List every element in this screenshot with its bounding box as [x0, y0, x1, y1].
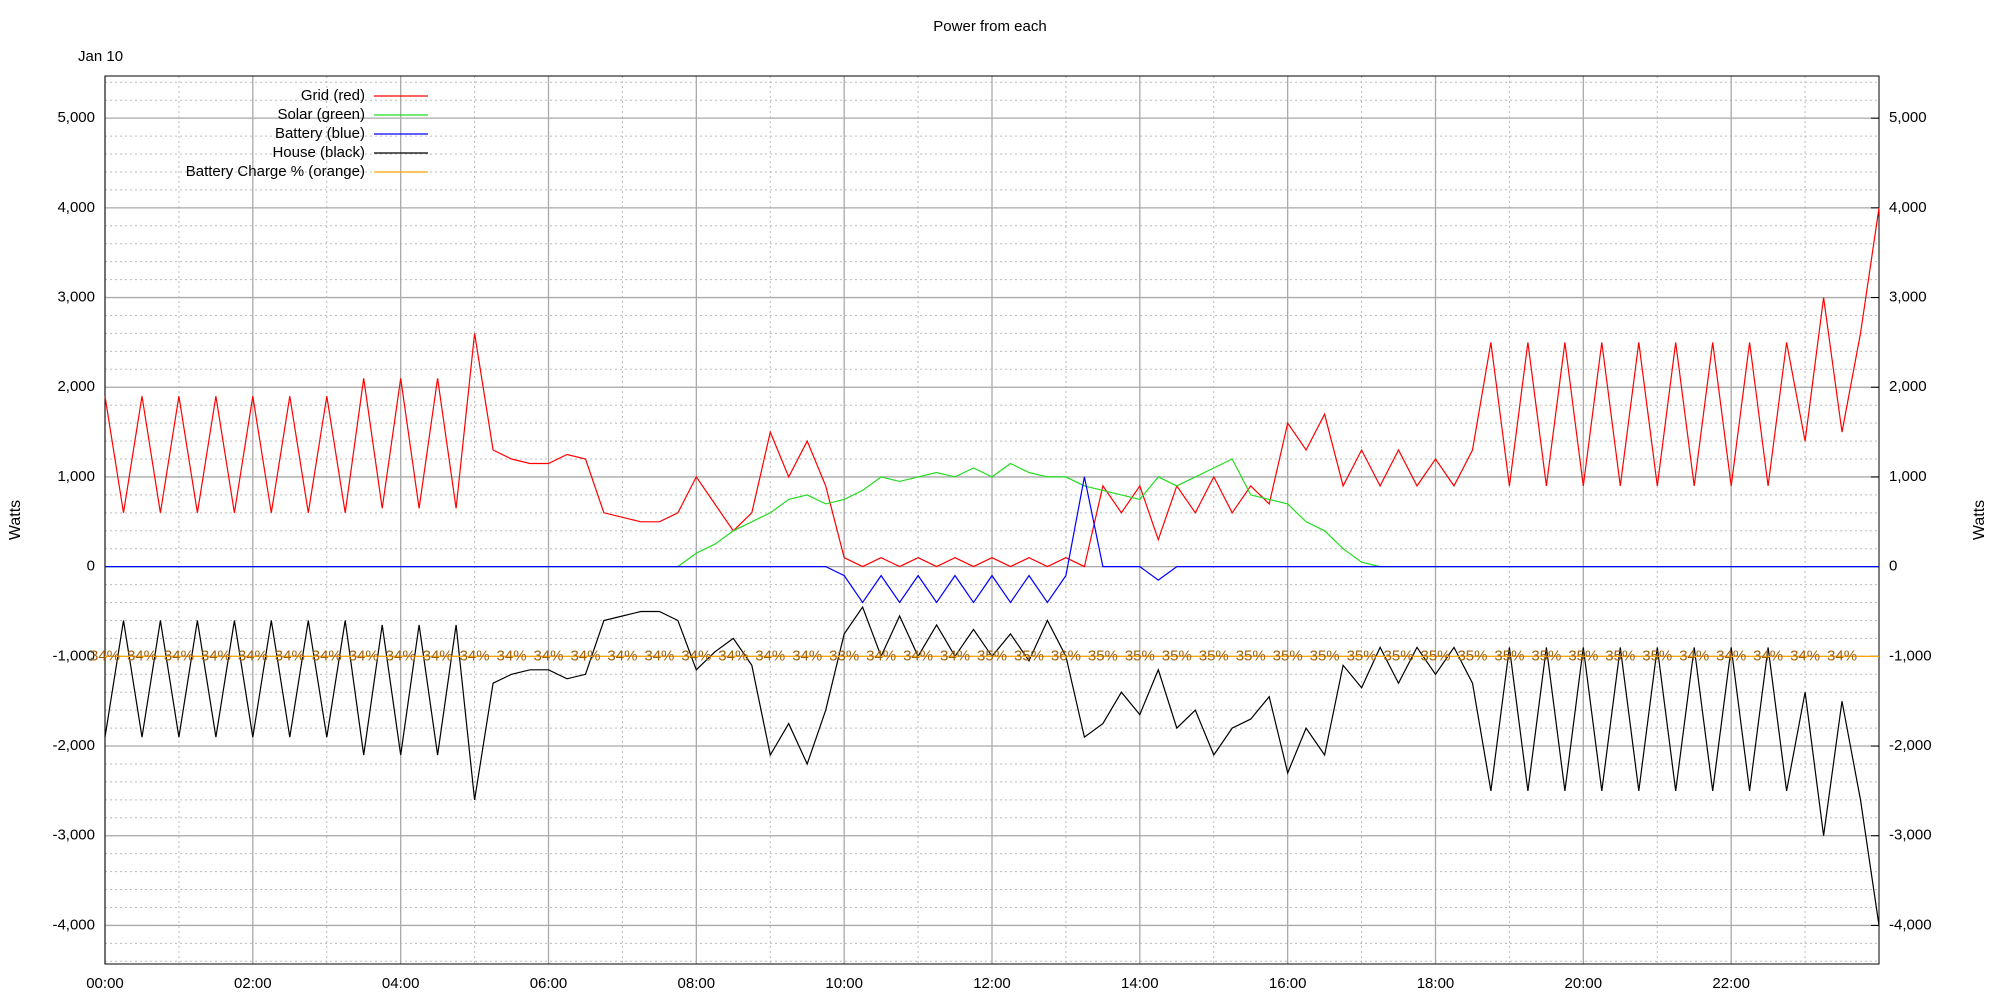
- charge-label: 34%: [349, 647, 379, 664]
- y-tick-label: 3,000: [57, 289, 95, 306]
- charge-label: 34%: [1716, 647, 1746, 664]
- x-tick-label: 14:00: [1121, 975, 1159, 992]
- y-tick-label: 5,000: [57, 109, 95, 126]
- y-axis-label: Watts: [7, 500, 24, 540]
- charge-label: 34%: [497, 647, 527, 664]
- y2-tick-label: 1,000: [1889, 468, 1927, 485]
- legend-label: House (black): [272, 144, 365, 161]
- chart-title: Power from each: [933, 18, 1046, 35]
- y2-axis-label: Watts: [1971, 500, 1988, 540]
- y2-tick-label: -2,000: [1889, 737, 1932, 754]
- y2-tick-label: 4,000: [1889, 199, 1927, 216]
- x-tick-label: 02:00: [234, 975, 272, 992]
- charge-label: 34%: [903, 647, 933, 664]
- charge-label: 34%: [570, 647, 600, 664]
- charge-label: 34%: [1753, 647, 1783, 664]
- date-label: Jan 10: [78, 48, 123, 65]
- charge-label: 34%: [201, 647, 231, 664]
- charge-label: 34%: [681, 647, 711, 664]
- legend-label: Battery Charge % (orange): [186, 163, 365, 180]
- y2-tick-label: -4,000: [1889, 916, 1932, 933]
- charge-label: 35%: [1568, 647, 1598, 664]
- charge-label: 35%: [1457, 647, 1487, 664]
- x-tick-label: 12:00: [973, 975, 1011, 992]
- charge-label: 34%: [238, 647, 268, 664]
- plot-frame: [104, 75, 1880, 965]
- y2-tick-label: 0: [1889, 558, 1897, 575]
- charge-label: 35%: [1642, 647, 1672, 664]
- x-tick-label: 08:00: [678, 975, 716, 992]
- y2-tick-label: 5,000: [1889, 109, 1927, 126]
- charge-label: 34%: [1679, 647, 1709, 664]
- x-tick-label: 10:00: [825, 975, 863, 992]
- charge-label: 36%: [1051, 647, 1081, 664]
- charge-label: 34%: [312, 647, 342, 664]
- charge-label: 34%: [90, 647, 120, 664]
- charge-label: 35%: [1531, 647, 1561, 664]
- legend-label: Solar (green): [277, 106, 365, 123]
- legend-label: Battery (blue): [275, 125, 365, 142]
- charge-label: 34%: [755, 647, 785, 664]
- y-tick-label: 0: [87, 558, 95, 575]
- charge-label: 34%: [607, 647, 637, 664]
- charge-label: 35%: [1273, 647, 1303, 664]
- x-tick-label: 16:00: [1269, 975, 1307, 992]
- charge-label: 34%: [644, 647, 674, 664]
- charge-label: 35%: [1347, 647, 1377, 664]
- charge-label: 35%: [1014, 647, 1044, 664]
- y-tick-label: -4,000: [52, 916, 95, 933]
- charge-label: 34%: [275, 647, 305, 664]
- y-tick-label: -2,000: [52, 737, 95, 754]
- x-tick-label: 18:00: [1417, 975, 1455, 992]
- charge-label: 35%: [1162, 647, 1192, 664]
- charge-label: 35%: [1420, 647, 1450, 664]
- y-tick-label: 2,000: [57, 378, 95, 395]
- charge-label: 35%: [1494, 647, 1524, 664]
- y-tick-label: -3,000: [52, 827, 95, 844]
- y-tick-label: -1,000: [52, 647, 95, 664]
- y-tick-label: 1,000: [57, 468, 95, 485]
- series-line: [104, 207, 1880, 568]
- y2-tick-label: -1,000: [1889, 647, 1932, 664]
- charge-label: 34%: [718, 647, 748, 664]
- x-tick-label: 06:00: [530, 975, 568, 992]
- charge-label: 34%: [127, 647, 157, 664]
- series-line: [105, 476, 1879, 604]
- charge-label: 35%: [1310, 647, 1340, 664]
- charge-label: 34%: [1790, 647, 1820, 664]
- charge-label: 34%: [533, 647, 563, 664]
- x-tick-label: 22:00: [1712, 975, 1750, 992]
- charge-label: 35%: [1088, 647, 1118, 664]
- charge-label: 35%: [1199, 647, 1229, 664]
- charge-label: 34%: [164, 647, 194, 664]
- charge-label: 34%: [423, 647, 453, 664]
- charge-label: 35%: [1236, 647, 1266, 664]
- y2-tick-label: 2,000: [1889, 378, 1927, 395]
- charge-label: 34%: [940, 647, 970, 664]
- charge-label: 35%: [1605, 647, 1635, 664]
- y2-tick-label: 3,000: [1889, 289, 1927, 306]
- charge-label: 33%: [829, 647, 859, 664]
- x-tick-label: 20:00: [1565, 975, 1603, 992]
- charge-label: 34%: [866, 647, 896, 664]
- charge-label: 34%: [460, 647, 490, 664]
- x-tick-label: 04:00: [382, 975, 420, 992]
- charge-label: 34%: [386, 647, 416, 664]
- y-tick-label: 4,000: [57, 199, 95, 216]
- legend-label: Grid (red): [301, 87, 365, 104]
- x-tick-label: 00:00: [86, 975, 124, 992]
- charge-label: 35%: [977, 647, 1007, 664]
- y2-tick-label: -3,000: [1889, 827, 1932, 844]
- charge-label: 34%: [1827, 647, 1857, 664]
- charge-label: 35%: [1125, 647, 1155, 664]
- charge-label: 35%: [1384, 647, 1414, 664]
- charge-label: 34%: [792, 647, 822, 664]
